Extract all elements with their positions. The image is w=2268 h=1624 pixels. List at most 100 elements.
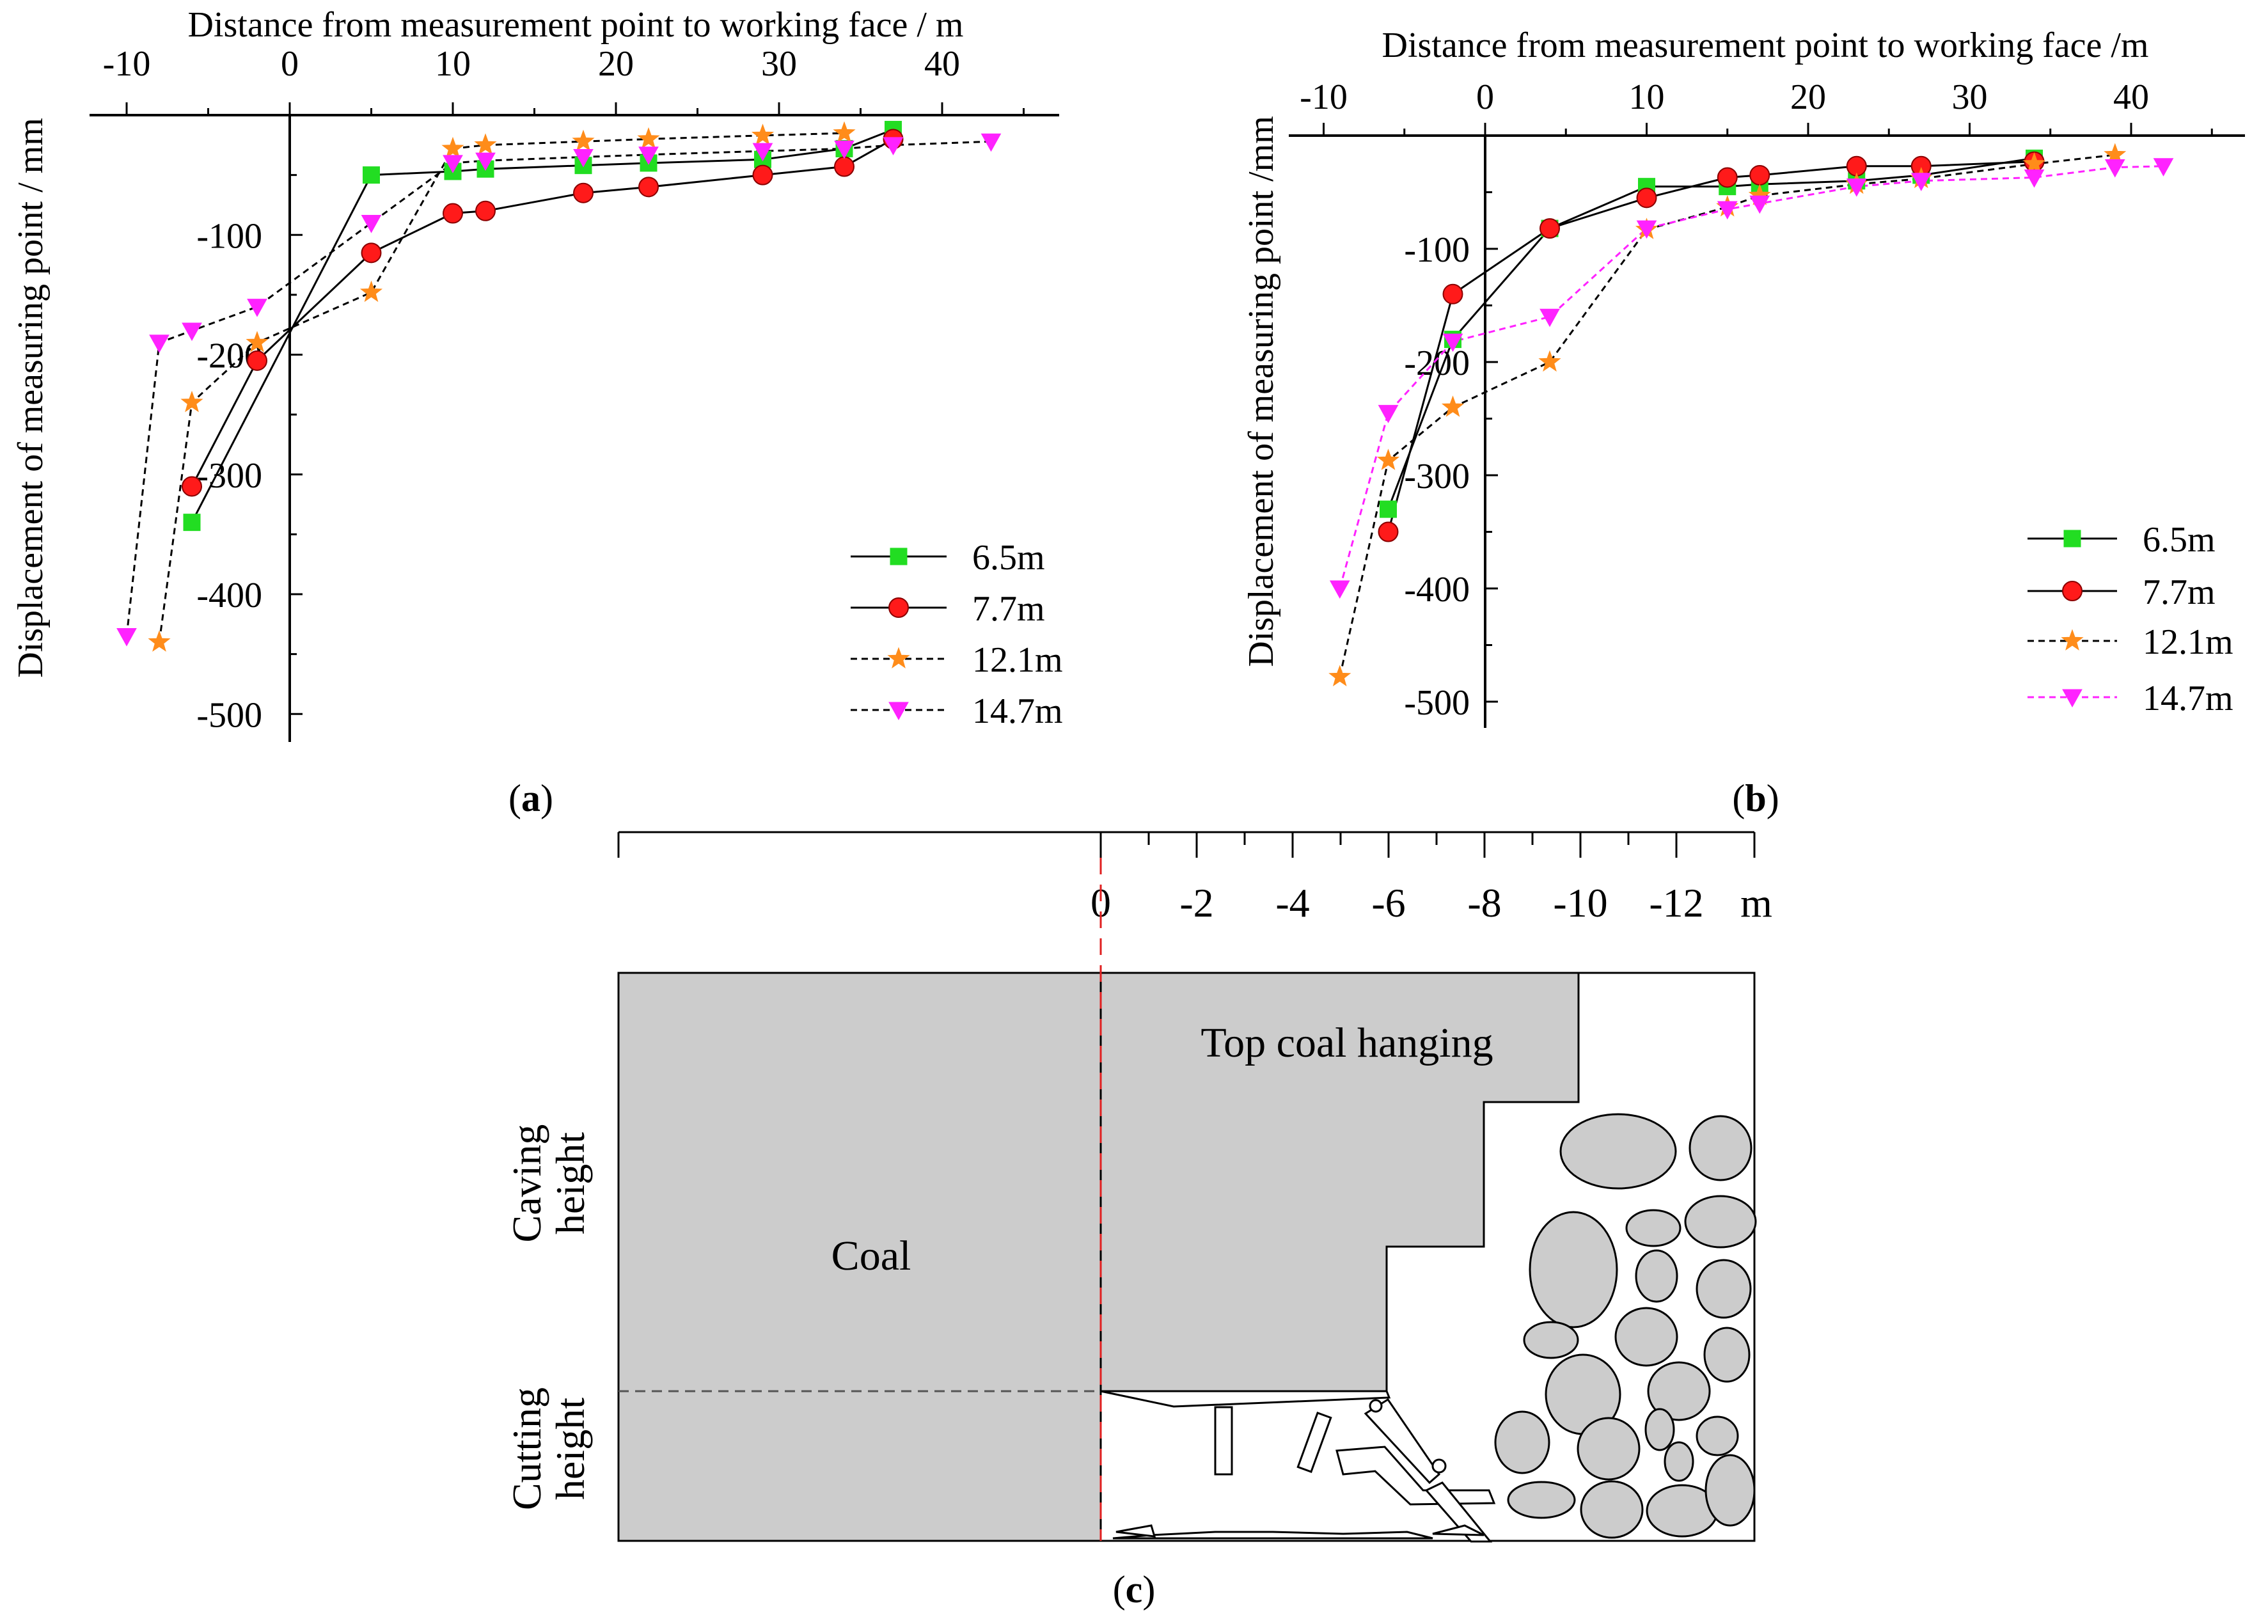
chart-b-y-tick-label: -300: [1404, 457, 1470, 496]
chart-a-point-12.1m: [441, 136, 464, 159]
support-hinge-pin: [1369, 1399, 1383, 1413]
chart-a-x-tick-label: 10: [435, 44, 471, 84]
chart-b-point-7.7m: [1749, 164, 1770, 185]
chart-b-point-14.7m: [1540, 308, 1560, 327]
chart-b-x-axis-title: Distance from measurement point to worki…: [1382, 26, 2149, 65]
chart-b-y-axis-title: Displacement of measuring point /mm: [1241, 116, 1281, 667]
chart-b-point-12.1m: [1441, 395, 1465, 417]
chart-a-legend-label-14.7m: 14.7m: [972, 691, 1063, 731]
chart-a-point-6.5m: [363, 166, 380, 184]
chart-a-point-14.7m: [834, 140, 854, 159]
chart-a: Distance from measurement point to worki…: [11, 5, 1063, 819]
chart-b-x-tick-label: 30: [1952, 77, 1988, 117]
chart-b: Distance from measurement point to worki…: [1241, 26, 2245, 819]
chart-b-legend-label-7.7m: 7.7m: [2143, 572, 2216, 612]
chart-b-point-14.7m: [1378, 405, 1399, 423]
scale-label-minus-12: -12: [1649, 880, 1703, 926]
chart-a-point-14.7m: [443, 155, 463, 173]
chart-a-legend-marker-6.5m: [890, 548, 908, 565]
rock-block: [1644, 1408, 1675, 1451]
chart-a-point-7.7m: [752, 164, 773, 185]
rock-block: [1703, 1327, 1751, 1383]
chart-a-point-7.7m: [834, 156, 854, 177]
chart-b-x-tick-label: 0: [1476, 77, 1494, 117]
rock-block: [1689, 1115, 1752, 1181]
chart-a-legend-label-12.1m: 12.1m: [972, 640, 1063, 680]
chart-b-point-12.1m: [1328, 665, 1351, 686]
chart-a-x-tick-label: -10: [103, 44, 151, 84]
chart-b-point-14.7m: [1749, 195, 1770, 214]
support-leg-rear: [1296, 1412, 1332, 1473]
chart-a-point-7.7m: [443, 203, 463, 224]
chart-a-y-tick-label: -400: [196, 576, 262, 615]
chart-a-point-14.7m: [182, 322, 202, 342]
chart-a-point-14.7m: [361, 215, 382, 233]
rock-block: [1529, 1211, 1618, 1328]
chart-b-point-14.7m: [1846, 178, 1867, 197]
chart-b-point-14.7m: [1329, 580, 1350, 599]
chart-a-y-tick-label: -100: [196, 216, 262, 256]
cutting-height-label-line2: height: [547, 1398, 593, 1500]
chart-a-point-7.7m: [475, 200, 496, 221]
chart-a-legend-label-7.7m: 7.7m: [972, 589, 1045, 629]
chart-a-legend-marker-12.1m: [887, 647, 910, 668]
panel-a-label: (a): [508, 777, 553, 819]
panel-a-open-paren: (: [508, 777, 521, 819]
rock-block: [1664, 1441, 1694, 1482]
chart-a-legend-marker-7.7m: [888, 597, 909, 618]
panel-b-letter: b: [1745, 777, 1766, 819]
chart-b-y-tick-label: -500: [1404, 683, 1470, 723]
chart-b-point-7.7m: [1378, 521, 1399, 542]
chart-a-series-line-12.1m: [158, 132, 845, 643]
top-coal-hanging-label: Top coal hanging: [1201, 1020, 1493, 1066]
cutting-height-label-line1: Cutting: [504, 1387, 549, 1510]
chart-b-x-tick-label: -10: [1300, 77, 1348, 117]
support-base-right-pad: [1432, 1524, 1484, 1536]
panel-a-close-paren: ): [540, 777, 553, 819]
scale-label-minus-10: -10: [1553, 880, 1607, 926]
rock-block: [1523, 1321, 1579, 1359]
support-leg-front: [1214, 1406, 1233, 1476]
chart-b-point-7.7m: [1636, 187, 1657, 209]
chart-b-legend-marker-14.7m: [2062, 689, 2083, 708]
chart-a-point-7.7m: [182, 476, 202, 497]
chart-b-x-tick-label: 10: [1629, 77, 1665, 117]
scale-label-minus-4: -4: [1275, 880, 1309, 926]
chart-a-point-14.7m: [247, 299, 267, 317]
rock-block: [1494, 1410, 1550, 1474]
chart-a-y-axis-title: Displacement of measuring point / mm: [11, 118, 51, 678]
panel-c-letter: c: [1126, 1568, 1143, 1611]
chart-b-legend-marker-12.1m: [2061, 629, 2084, 650]
rock-block: [1696, 1415, 1739, 1456]
chart-a-point-6.5m: [183, 514, 201, 532]
panel-b-open-paren: (: [1732, 777, 1745, 819]
scale-bar: 0 -2 -4 -6 -8 -10 -12 m: [617, 831, 1772, 926]
chart-a-x-tick-label: 40: [924, 44, 960, 84]
scale-unit-label: m: [1740, 880, 1772, 926]
chart-b-legend-label-6.5m: 6.5m: [2143, 520, 2216, 560]
chart-a-point-14.7m: [116, 628, 137, 647]
support-base: [1112, 1531, 1433, 1540]
hydraulic-support: [1100, 1390, 1496, 1543]
chart-b-point-12.1m: [1538, 350, 1561, 372]
chart-a-point-12.1m: [359, 280, 383, 303]
chart-b-legend-marker-6.5m: [2063, 530, 2081, 548]
chart-a-point-14.7m: [980, 133, 1002, 152]
chart-b-series-line-12.1m: [1339, 154, 2115, 677]
chart-a-point-14.7m: [573, 149, 594, 168]
chart-b-point-7.7m: [1717, 167, 1738, 188]
panel-c-label: (c): [1113, 1568, 1156, 1611]
chart-b-legend-label-14.7m: 14.7m: [2143, 679, 2233, 718]
chart-a-point-14.7m: [752, 143, 773, 162]
chart-a-x-axis-title: Distance from measurement point to worki…: [188, 5, 964, 45]
chart-a-point-7.7m: [247, 350, 267, 371]
panel-c-close-paren: ): [1142, 1568, 1155, 1611]
panel-c-open-paren: (: [1113, 1568, 1126, 1611]
rock-block: [1625, 1209, 1681, 1247]
rock-block: [1507, 1481, 1576, 1519]
chart-b-series-line-14.7m: [1339, 165, 2164, 589]
chart-a-x-tick-label: 30: [761, 44, 797, 84]
chart-a-legend-label-6.5m: 6.5m: [972, 538, 1045, 578]
chart-a-y-tick-label: -300: [196, 456, 262, 496]
